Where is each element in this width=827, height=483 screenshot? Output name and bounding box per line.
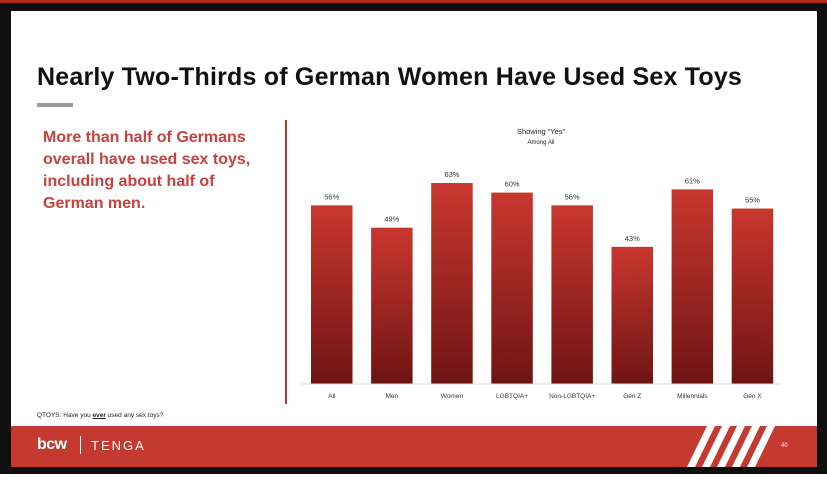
chart-subtitle: Among All bbox=[527, 140, 554, 146]
bar-millennials bbox=[671, 189, 714, 384]
vertical-divider bbox=[285, 120, 287, 404]
diagonal-stripes-decoration bbox=[687, 426, 775, 467]
tenga-logo: TENGA bbox=[91, 438, 146, 453]
value-label-gen-z: 43% bbox=[625, 234, 640, 243]
category-label-millennials: Millennials bbox=[677, 393, 708, 400]
bar-gen-z bbox=[611, 246, 653, 384]
footnote-emphasis: ever bbox=[92, 412, 106, 419]
value-label-millennials: 61% bbox=[685, 176, 700, 185]
logo-separator bbox=[80, 436, 81, 454]
category-label-lgbtqia: LGBTQIA+ bbox=[496, 393, 528, 400]
category-label-all: All bbox=[328, 393, 336, 400]
value-label-non-lgbtqia: 56% bbox=[565, 192, 580, 201]
slide: Nearly Two-Thirds of German Women Have U… bbox=[11, 11, 817, 467]
bar-non-lgbtqia bbox=[551, 205, 593, 384]
value-label-all: 56% bbox=[324, 192, 339, 201]
bcw-logo: bcw bbox=[37, 436, 67, 453]
callout-text: More than half of Germans overall have u… bbox=[43, 129, 251, 212]
category-label-gen-x: Gen X bbox=[743, 393, 762, 400]
bar-gen-x bbox=[731, 208, 774, 384]
bar-all bbox=[311, 205, 353, 384]
chart-title: Showing “Yes” bbox=[517, 127, 566, 136]
window-top-strip bbox=[0, 0, 827, 3]
category-label-non-lgbtqia: Non-LGBTQIA+ bbox=[549, 393, 595, 400]
footnote-prefix: QTOYS: Have you bbox=[37, 412, 93, 419]
value-label-gen-x: 55% bbox=[745, 196, 760, 205]
question-footnote: QTOYS: Have you ever used any sex toys? bbox=[37, 412, 163, 419]
slide-title: Nearly Two-Thirds of German Women Have U… bbox=[37, 63, 743, 91]
bar-chart: Showing “Yes” Among All 56% All 49% Men 63% W… bbox=[301, 127, 781, 400]
bar-women bbox=[431, 183, 473, 384]
category-label-gen-z: Gen Z bbox=[623, 393, 641, 400]
title-underline bbox=[37, 103, 73, 107]
bar-lgbtqia bbox=[491, 192, 533, 384]
value-label-men: 49% bbox=[384, 215, 399, 224]
value-label-lgbtqia: 60% bbox=[505, 180, 520, 189]
bar-men bbox=[371, 227, 413, 384]
footer-bar: bcw TENGA 40 bbox=[11, 426, 817, 467]
page-number: 40 bbox=[781, 443, 788, 449]
category-label-women: Women bbox=[441, 393, 464, 400]
footnote-suffix: used any sex toys? bbox=[105, 412, 164, 419]
category-label-men: Men bbox=[386, 393, 399, 400]
window-bottom-strip bbox=[0, 474, 827, 483]
value-label-women: 63% bbox=[444, 170, 459, 179]
